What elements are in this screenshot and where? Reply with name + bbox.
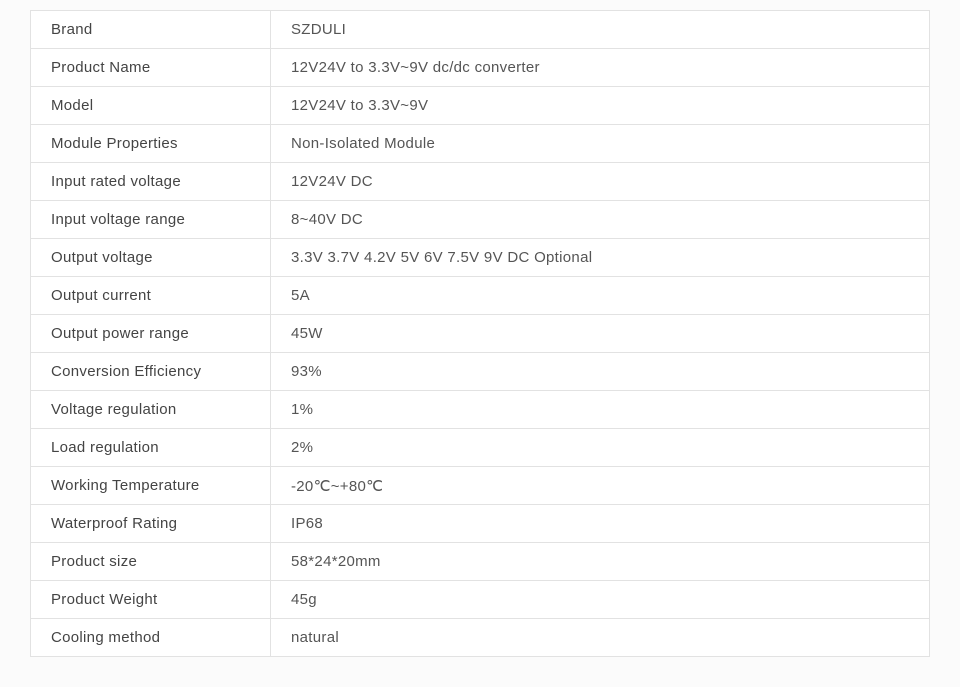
- spec-value: 12V24V to 3.3V~9V: [271, 87, 930, 125]
- table-row: Input voltage range 8~40V DC: [31, 201, 930, 239]
- spec-key: Waterproof Rating: [31, 505, 271, 543]
- table-row: Output current 5A: [31, 277, 930, 315]
- spec-key: Working Temperature: [31, 467, 271, 505]
- table-row: Brand SZDULI: [31, 11, 930, 49]
- spec-value: 58*24*20mm: [271, 543, 930, 581]
- table-row: Input rated voltage 12V24V DC: [31, 163, 930, 201]
- spec-value: 93%: [271, 353, 930, 391]
- spec-value: 8~40V DC: [271, 201, 930, 239]
- table-row: Waterproof Rating IP68: [31, 505, 930, 543]
- spec-key: Output current: [31, 277, 271, 315]
- table-row: Product Weight 45g: [31, 581, 930, 619]
- spec-key: Output voltage: [31, 239, 271, 277]
- spec-key: Load regulation: [31, 429, 271, 467]
- table-row: Working Temperature -20℃~+80℃: [31, 467, 930, 505]
- spec-key: Output power range: [31, 315, 271, 353]
- table-row: Load regulation 2%: [31, 429, 930, 467]
- spec-table-container: Brand SZDULI Product Name 12V24V to 3.3V…: [0, 0, 960, 687]
- spec-key: Input voltage range: [31, 201, 271, 239]
- spec-value: 12V24V to 3.3V~9V dc/dc converter: [271, 49, 930, 87]
- table-row: Voltage regulation 1%: [31, 391, 930, 429]
- spec-table: Brand SZDULI Product Name 12V24V to 3.3V…: [30, 10, 930, 657]
- spec-key: Input rated voltage: [31, 163, 271, 201]
- table-row: Product Name 12V24V to 3.3V~9V dc/dc con…: [31, 49, 930, 87]
- spec-value: 1%: [271, 391, 930, 429]
- spec-key: Conversion Efficiency: [31, 353, 271, 391]
- spec-value: IP68: [271, 505, 930, 543]
- spec-value: 5A: [271, 277, 930, 315]
- table-row: Product size 58*24*20mm: [31, 543, 930, 581]
- spec-key: Cooling method: [31, 619, 271, 657]
- spec-value: natural: [271, 619, 930, 657]
- spec-key: Model: [31, 87, 271, 125]
- table-row: Module Properties Non-Isolated Module: [31, 125, 930, 163]
- spec-value: 2%: [271, 429, 930, 467]
- spec-key: Voltage regulation: [31, 391, 271, 429]
- spec-key: Product Weight: [31, 581, 271, 619]
- spec-key: Module Properties: [31, 125, 271, 163]
- table-row: Conversion Efficiency 93%: [31, 353, 930, 391]
- spec-value: 3.3V 3.7V 4.2V 5V 6V 7.5V 9V DC Optional: [271, 239, 930, 277]
- spec-key: Product size: [31, 543, 271, 581]
- spec-value: SZDULI: [271, 11, 930, 49]
- spec-key: Product Name: [31, 49, 271, 87]
- table-row: Model 12V24V to 3.3V~9V: [31, 87, 930, 125]
- spec-table-body: Brand SZDULI Product Name 12V24V to 3.3V…: [31, 11, 930, 657]
- spec-value: 12V24V DC: [271, 163, 930, 201]
- table-row: Output voltage 3.3V 3.7V 4.2V 5V 6V 7.5V…: [31, 239, 930, 277]
- spec-value: -20℃~+80℃: [271, 467, 930, 505]
- spec-value: 45W: [271, 315, 930, 353]
- table-row: Output power range 45W: [31, 315, 930, 353]
- spec-value: 45g: [271, 581, 930, 619]
- table-row: Cooling method natural: [31, 619, 930, 657]
- spec-value: Non-Isolated Module: [271, 125, 930, 163]
- spec-key: Brand: [31, 11, 271, 49]
